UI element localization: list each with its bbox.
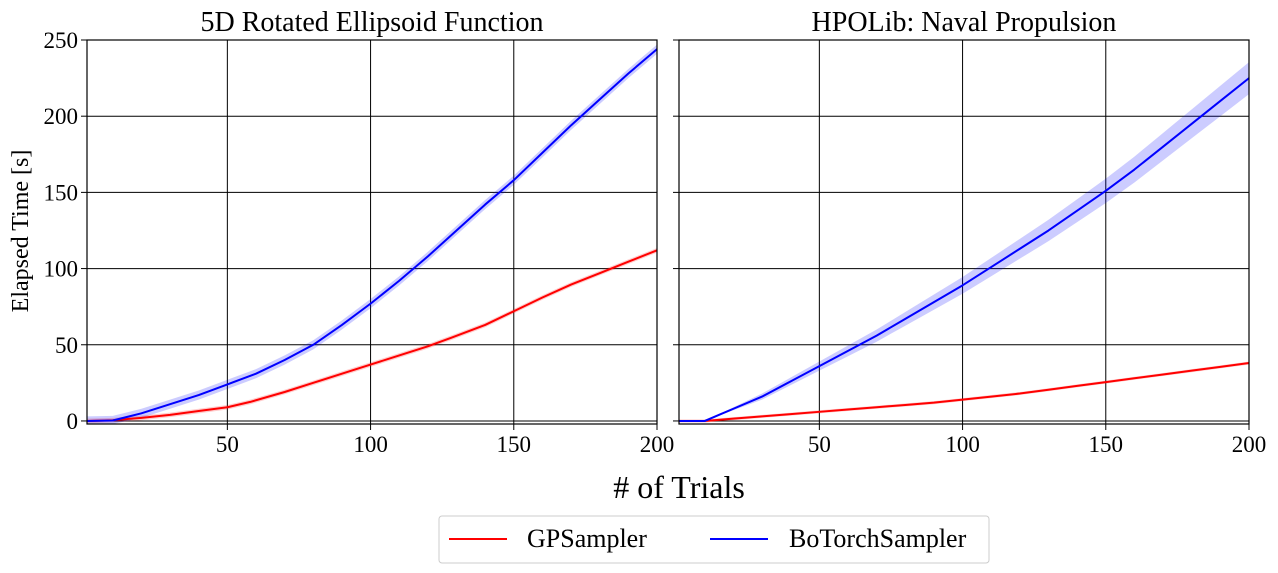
legend-label-gpsampler: GPSampler bbox=[527, 524, 647, 553]
axes-frame bbox=[678, 39, 1250, 425]
series-line-gpsampler bbox=[679, 362, 1250, 422]
y-tick-label-4: 200 bbox=[44, 104, 79, 129]
subplot-title: HPOLib: Naval Propulsion bbox=[812, 7, 1117, 38]
x-tick-label-0: 50 bbox=[216, 432, 239, 457]
legend: GPSampler BoTorchSampler bbox=[438, 515, 990, 564]
x-tick-label-2: 150 bbox=[1089, 432, 1124, 457]
x-tick-label-0: 50 bbox=[808, 432, 831, 457]
axes-frame bbox=[86, 39, 658, 425]
y-tick-label-5: 250 bbox=[44, 28, 79, 53]
x-axis-label: # of Trials bbox=[613, 469, 745, 505]
subplot-naval-propulsion: 50 100 150 200 HPOLib: Naval Propulsion bbox=[673, 7, 1266, 457]
y-tick-label-2: 100 bbox=[44, 257, 79, 282]
x-tick-label-3: 200 bbox=[640, 432, 675, 457]
y-tick-label-0: 0 bbox=[67, 409, 79, 434]
y-axis-label: Elapsed Time [s] bbox=[8, 150, 34, 313]
x-tick-label-3: 200 bbox=[1232, 432, 1267, 457]
series-band-gpsampler bbox=[679, 361, 1249, 423]
x-tick-label-1: 100 bbox=[945, 432, 980, 457]
y-tick-label-3: 150 bbox=[44, 180, 79, 205]
series-line-botorchsampler bbox=[86, 48, 658, 422]
subplot-ellipsoid: 50 100 150 200 0 50 100 150 200 250 5D Rotated Ell… bbox=[44, 7, 675, 457]
x-tick-label-2: 150 bbox=[497, 432, 532, 457]
series-band-gpsampler bbox=[87, 248, 657, 424]
y-tick-label-1: 50 bbox=[55, 333, 78, 358]
series-line-gpsampler bbox=[86, 249, 658, 422]
legend-label-botorchsampler: BoTorchSampler bbox=[789, 524, 967, 553]
series-band-botorchsampler bbox=[87, 44, 657, 424]
x-tick-label-1: 100 bbox=[353, 432, 388, 457]
subplot-title: 5D Rotated Ellipsoid Function bbox=[201, 7, 544, 38]
series-line-botorchsampler bbox=[679, 77, 1250, 422]
